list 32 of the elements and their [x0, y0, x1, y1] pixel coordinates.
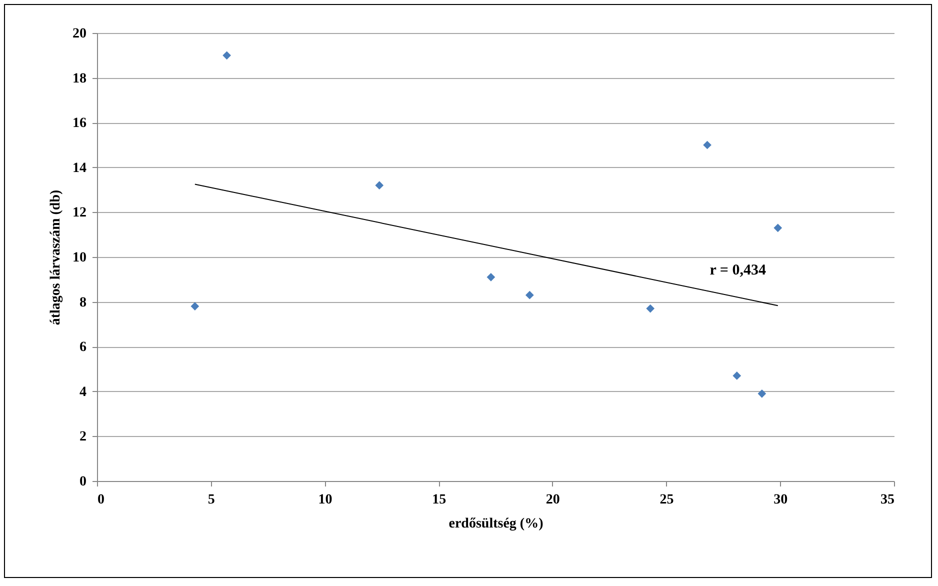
x-tick-label: 35: [880, 492, 894, 508]
x-tick-label: 15: [432, 492, 446, 508]
x-tick-label: 5: [208, 492, 215, 508]
y-tick-label: 6: [80, 340, 86, 356]
point: [646, 304, 655, 313]
x-tick-label: 10: [318, 492, 332, 508]
y-axis-title: átlagos lárvaszám (db): [48, 190, 64, 326]
y-tick-label: 16: [72, 116, 86, 132]
x-tick-label: 0: [98, 492, 104, 508]
point: [774, 224, 782, 232]
y-tick-label: 4: [80, 384, 86, 400]
y-tick-label: 20: [72, 26, 86, 42]
y-tick-label: 8: [80, 295, 86, 310]
point: [732, 372, 742, 380]
annotation: r = 0,434: [710, 262, 766, 279]
y-tick-label: 18: [72, 71, 86, 86]
x-tick-label: 20: [546, 492, 560, 508]
y-tick-label: 2: [80, 430, 86, 445]
point: [375, 181, 384, 190]
point: [758, 389, 766, 398]
y-tick-label: 0: [80, 474, 86, 490]
point: [703, 140, 712, 150]
x-tick-label: 25: [660, 492, 674, 508]
point: [525, 290, 534, 300]
point: [222, 51, 231, 60]
x-tick-label: 30: [774, 492, 788, 508]
y-tick-label: 14: [72, 160, 86, 176]
x-axis-title: erdősültség (%): [448, 516, 544, 532]
y-tick-label: 10: [72, 250, 86, 266]
point: [190, 302, 200, 310]
point: [486, 272, 496, 282]
y-tick-label: 12: [72, 206, 86, 221]
